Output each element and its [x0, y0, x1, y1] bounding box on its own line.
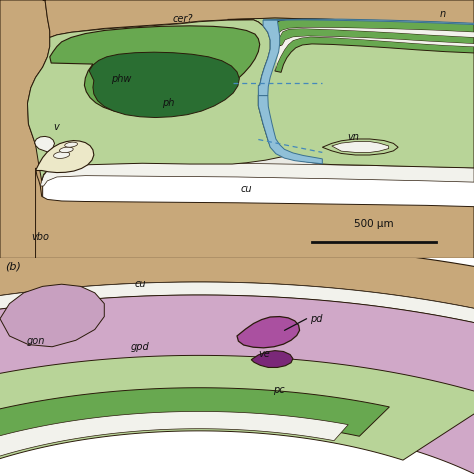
Polygon shape	[258, 96, 322, 164]
Polygon shape	[50, 26, 260, 114]
Polygon shape	[237, 317, 300, 348]
Polygon shape	[279, 27, 474, 39]
Text: phw: phw	[111, 74, 131, 84]
Polygon shape	[36, 140, 94, 173]
Text: ph: ph	[162, 98, 174, 109]
Text: cu: cu	[134, 279, 146, 289]
Polygon shape	[228, 18, 474, 168]
Ellipse shape	[54, 152, 70, 158]
Polygon shape	[89, 52, 239, 118]
Polygon shape	[27, 18, 474, 186]
Polygon shape	[322, 139, 398, 155]
Text: cer?: cer?	[172, 14, 193, 24]
Polygon shape	[251, 351, 293, 367]
Text: vn: vn	[347, 132, 359, 142]
FancyBboxPatch shape	[0, 258, 474, 474]
Text: pd: pd	[310, 314, 323, 324]
Polygon shape	[275, 28, 474, 46]
Polygon shape	[35, 137, 55, 152]
Text: cu: cu	[241, 183, 252, 193]
Polygon shape	[263, 19, 474, 25]
Polygon shape	[275, 36, 474, 73]
Text: gpd: gpd	[130, 342, 149, 352]
Polygon shape	[0, 284, 104, 347]
Text: ve: ve	[259, 349, 270, 359]
Polygon shape	[40, 163, 474, 186]
Text: vbo: vbo	[31, 232, 49, 242]
Polygon shape	[268, 19, 474, 34]
Ellipse shape	[59, 147, 73, 153]
Text: 500 μm: 500 μm	[354, 219, 394, 228]
Polygon shape	[0, 282, 474, 453]
Text: (b): (b)	[5, 262, 21, 272]
Polygon shape	[0, 411, 348, 471]
Polygon shape	[0, 295, 474, 474]
Polygon shape	[0, 388, 389, 471]
Text: v: v	[53, 122, 59, 132]
Polygon shape	[275, 36, 474, 71]
Text: n: n	[440, 9, 446, 19]
Polygon shape	[0, 356, 474, 474]
Polygon shape	[258, 20, 280, 96]
Polygon shape	[0, 243, 474, 447]
Polygon shape	[27, 20, 284, 181]
Text: pc: pc	[273, 385, 284, 395]
Polygon shape	[0, 0, 50, 258]
Ellipse shape	[64, 142, 78, 147]
Polygon shape	[43, 0, 474, 37]
Text: gon: gon	[27, 336, 45, 346]
Polygon shape	[332, 142, 389, 153]
Polygon shape	[36, 168, 474, 258]
